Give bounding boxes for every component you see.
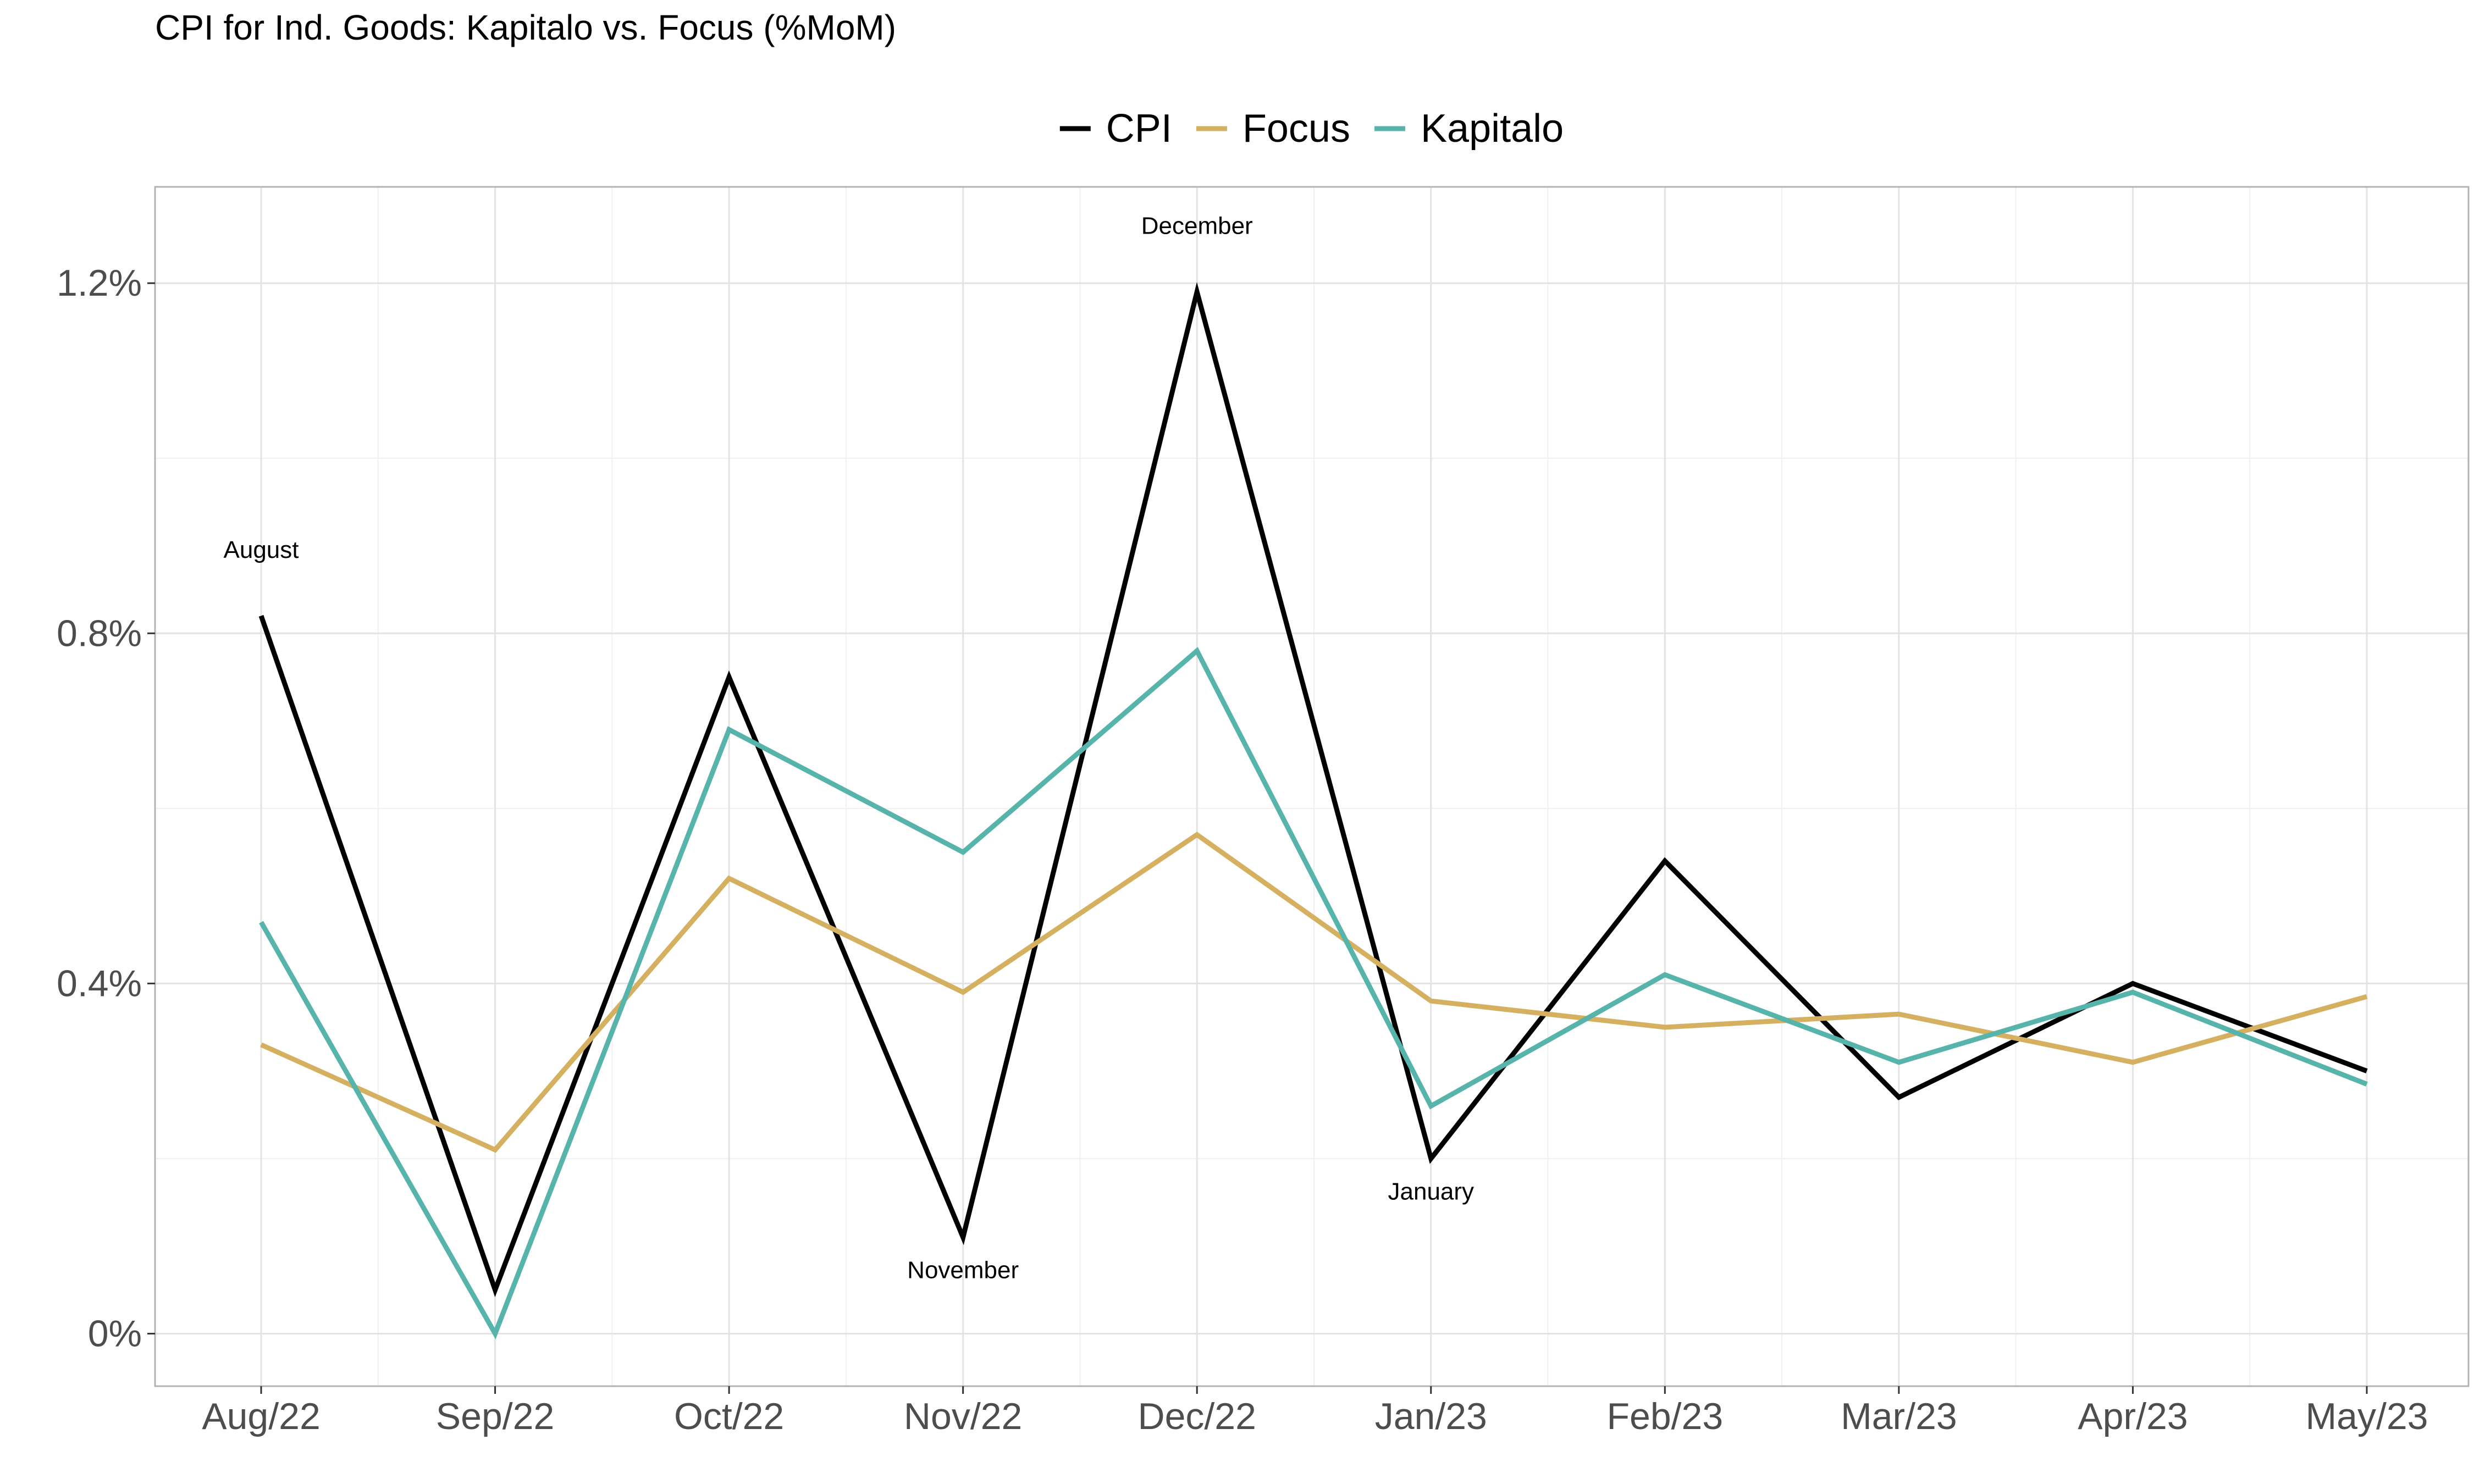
x-axis: Aug/22 Sep/22 Oct/22 Nov/22 Dec/22 Jan/23 Feb/… xyxy=(202,1386,2428,1437)
x-tick-label: May/23 xyxy=(2306,1396,2428,1437)
data-annotations: August November December January xyxy=(224,213,1475,1284)
panel-border-rect xyxy=(154,186,2470,1387)
y-axis: 0% 0.4% 0.8% 1.2% xyxy=(57,262,155,1354)
annotation-november: November xyxy=(907,1257,1019,1284)
x-tick-label: Feb/23 xyxy=(1606,1396,1723,1437)
y-tick-label: 0.4% xyxy=(57,962,142,1004)
legend-item-focus: Focus xyxy=(1196,107,1350,151)
x-tick-label: Jan/23 xyxy=(1375,1396,1487,1437)
x-tick-label: Dec/22 xyxy=(1137,1396,1256,1437)
chart-title: CPI for Ind. Goods: Kapitalo vs. Focus (… xyxy=(155,8,896,47)
plot-background xyxy=(155,187,2469,1386)
x-tick-label: Nov/22 xyxy=(904,1396,1022,1437)
y-tick-label: 0% xyxy=(88,1313,142,1354)
annotation-january: January xyxy=(1388,1178,1475,1205)
legend-label-cpi: CPI xyxy=(1106,107,1172,151)
x-tick-label: Oct/22 xyxy=(674,1396,784,1437)
legend-item-kapitalo: Kapitalo xyxy=(1374,107,1564,151)
x-tick-label: Sep/22 xyxy=(436,1396,555,1437)
legend-item-cpi: CPI xyxy=(1059,107,1172,151)
series-line-kapitalo xyxy=(259,646,2368,1339)
legend-label-focus: Focus xyxy=(1242,107,1350,151)
chart-legend: CPI Focus Kapitalo xyxy=(1059,107,1564,151)
legend-label-kapitalo: Kapitalo xyxy=(1421,107,1564,151)
annotation-december: December xyxy=(1141,213,1253,240)
major-gridlines xyxy=(155,187,2469,1386)
plot-panel xyxy=(155,187,2469,1386)
plot-border xyxy=(154,186,2470,1387)
x-tick-label: Apr/23 xyxy=(2078,1396,2188,1437)
y-tick-label: 1.2% xyxy=(57,262,142,304)
annotation-august: August xyxy=(224,536,299,563)
x-tick-label: Aug/22 xyxy=(202,1396,321,1437)
minor-gridlines xyxy=(155,187,2469,1386)
x-tick-label: Mar/23 xyxy=(1841,1396,1957,1437)
series-line-focus xyxy=(260,832,2368,1153)
series-lines xyxy=(258,282,2368,1339)
y-tick-label: 0.8% xyxy=(57,612,142,654)
